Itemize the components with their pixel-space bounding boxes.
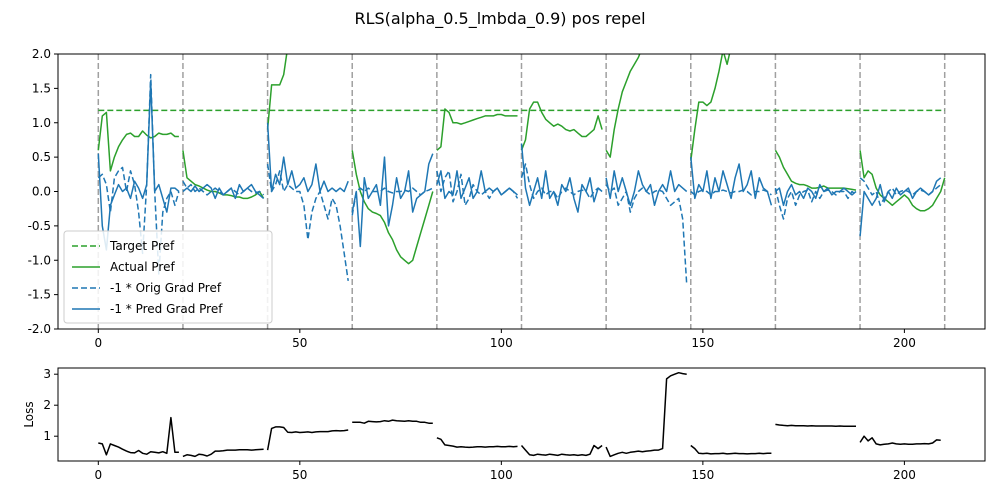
y-tick-label: -1.0 (28, 253, 51, 267)
actual-pref-line-segment-1 (97, 111, 179, 172)
legend-label-actual-pref: Actual Pref (110, 260, 175, 274)
y-tick-label: 2.0 (32, 47, 51, 61)
1-pred-grad-pref-line-segment-9 (774, 183, 857, 207)
x-tick-label: 150 (691, 336, 714, 350)
top-plot: 0 50 100 150 200 -2.0 -1.5 -1.0 -0.5 0.0 0.5 1.0 1.5… (28, 47, 986, 350)
y-tick-label: -2.0 (28, 322, 51, 336)
legend-box (63, 230, 273, 324)
actual-pref-line-segment-4 (351, 150, 434, 265)
1-orig-grad-pref-line-segment-4 (351, 187, 434, 216)
y-tick-label: 1.0 (32, 116, 51, 130)
x-tick-label: 100 (490, 336, 513, 350)
y-tick-label: 1 (43, 429, 51, 443)
loss-line-segment-2 (182, 448, 264, 458)
legend-label-1-orig-grad-pref: -1 * Orig Grad Pref (110, 281, 222, 295)
top-plot-area (97, 54, 946, 329)
1-orig-grad-pref-line-segment-9 (774, 187, 857, 220)
x-tick-label: 200 (893, 336, 916, 350)
legend-label-1-pred-grad-pref: -1 * Pred Grad Pref (110, 302, 223, 316)
1-pred-grad-pref-line-segment-6 (520, 143, 603, 213)
x-tick-label: 0 (94, 336, 102, 350)
legend-label-target-pref: Target Pref (109, 239, 175, 253)
loss-line-segment-7 (605, 371, 687, 458)
loss-line-segment-4 (352, 419, 433, 424)
y-tick-label: 0.0 (32, 185, 51, 199)
legend: Target Pref Actual Pref -1 * Orig Grad Pre… (63, 230, 273, 324)
1-pred-grad-pref-line-segment-2 (182, 183, 265, 200)
1-pred-grad-pref-line-segment-5 (436, 170, 518, 200)
1-pred-grad-pref-line-segment-7 (605, 170, 688, 207)
actual-pref-line-segment-7 (605, 54, 641, 158)
x-tick-label: 100 (490, 468, 513, 482)
1-pred-grad-pref-line-segment-3 (266, 122, 349, 193)
y-tick-label: -0.5 (28, 219, 51, 233)
bottom-plot-area (98, 371, 941, 458)
bottom-axes-frame (57, 367, 986, 462)
y-axis-label: Loss (22, 401, 36, 427)
actual-pref-line-segment-5 (436, 108, 518, 151)
x-tick-label: 150 (691, 468, 714, 482)
y-tick-label: 2 (43, 398, 51, 412)
actual-pref-line-segment-6 (520, 101, 603, 151)
actual-pref-line-segment-9 (774, 149, 857, 191)
loss-line-segment-5 (436, 437, 518, 449)
y-tick-label: 0.5 (32, 150, 51, 164)
1-orig-grad-pref-line-segment-8 (690, 189, 772, 196)
1-pred-grad-pref-line-segment-10 (859, 177, 942, 237)
1-orig-grad-pref-line-segment-6 (520, 163, 603, 200)
figure-title: RLS(alpha_0.5_lmbda_0.9) pos repel (354, 9, 645, 29)
loss-line-segment-3 (266, 426, 349, 451)
y-tick-label: 1.5 (32, 81, 51, 95)
loss-line-segment-9 (775, 423, 856, 428)
loss-line-segment-8 (690, 444, 772, 455)
loss-line-segment-1 (98, 416, 179, 456)
loss-line-segment-6 (520, 444, 603, 457)
loss-line-segment-10 (859, 435, 941, 446)
1-orig-grad-pref-line-segment-10 (859, 177, 942, 207)
y-tick-label: -1.5 (28, 288, 51, 302)
bottom-plot: 0 50 100 150 200 1 2 3 Loss (22, 367, 986, 482)
1-pred-grad-pref-line-segment-4 (351, 153, 434, 248)
actual-pref-line-segment-10 (859, 150, 946, 212)
actual-pref-line-segment-3 (266, 54, 288, 130)
x-tick-label: 50 (292, 468, 307, 482)
x-tick-label: 0 (94, 468, 102, 482)
y-tick-label: 3 (43, 367, 51, 381)
x-tick-label: 50 (292, 336, 307, 350)
x-tick-label: 200 (893, 468, 916, 482)
1-pred-grad-pref-line-segment-1 (97, 80, 180, 251)
1-pred-grad-pref-line-segment-8 (690, 157, 773, 206)
actual-pref-line-segment-8 (690, 54, 731, 161)
